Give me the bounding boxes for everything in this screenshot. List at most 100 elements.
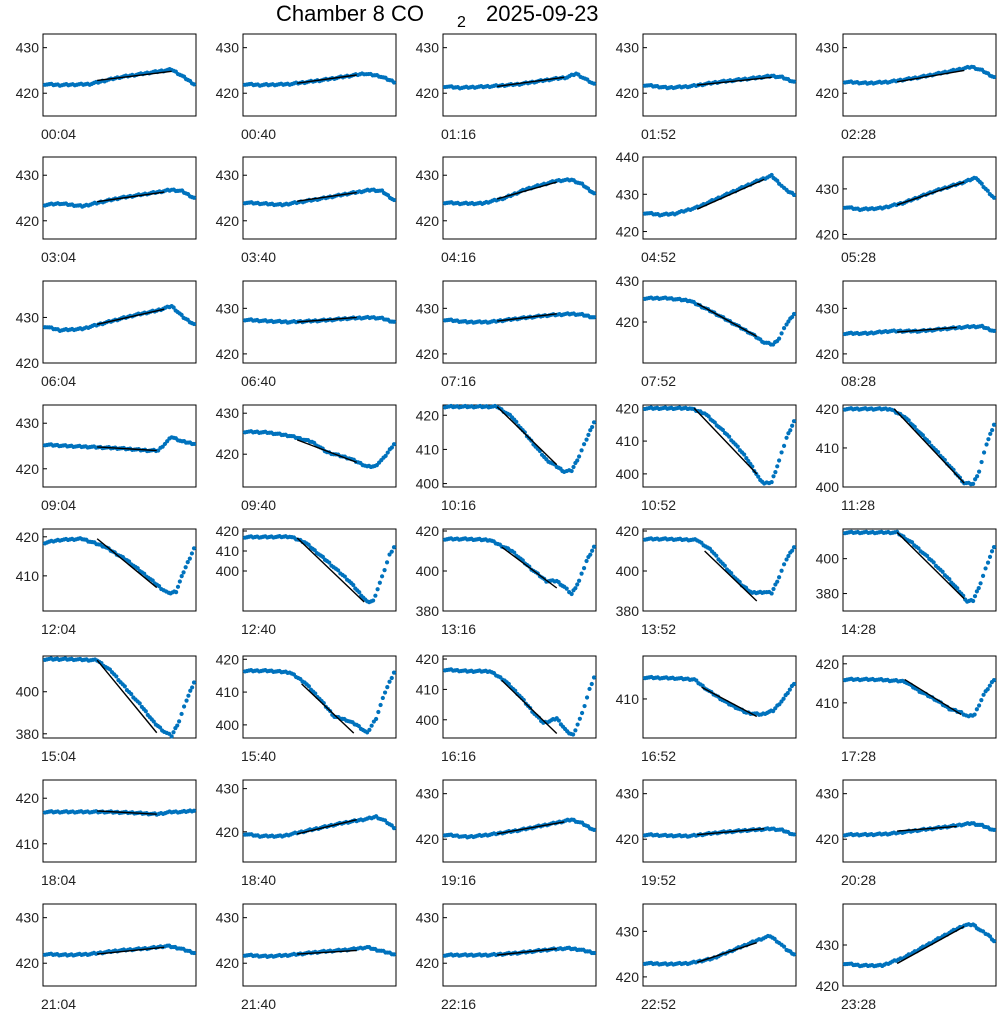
data-point	[179, 312, 184, 317]
data-point	[777, 575, 782, 580]
data-point	[369, 723, 374, 728]
data-point	[185, 560, 190, 565]
data-point	[373, 593, 378, 598]
y-tick-label: 420	[816, 978, 840, 994]
data-point	[588, 428, 593, 433]
data-point	[779, 568, 784, 573]
panel-frame	[42, 528, 197, 612]
data-point	[584, 437, 589, 442]
data-point	[579, 571, 584, 576]
data-point	[181, 704, 187, 709]
y-tick-label: 420	[216, 346, 240, 362]
data-point	[925, 553, 930, 558]
panel-time-label: 14:28	[841, 621, 876, 637]
data-point	[985, 687, 990, 692]
panel-time-label: 18:40	[241, 872, 276, 888]
data-point	[391, 197, 397, 203]
y-tick-label: 410	[416, 441, 440, 457]
y-tick-label: 430	[816, 40, 840, 56]
panel-frame	[642, 903, 797, 987]
panel-frame	[842, 779, 997, 863]
y-tick-label: 430	[416, 300, 440, 316]
data-point	[991, 678, 997, 683]
data-point	[179, 711, 184, 717]
panel-frame	[42, 779, 197, 863]
data-point	[781, 696, 786, 701]
data-point	[947, 577, 952, 582]
data-point	[184, 698, 189, 703]
data-point	[382, 568, 387, 573]
data-point	[591, 315, 597, 320]
fit-line	[697, 828, 765, 836]
data-point	[367, 727, 372, 732]
y-tick-label: 420	[416, 651, 440, 667]
data-point	[991, 195, 997, 200]
y-tick-label: 420	[616, 969, 640, 985]
data-point	[191, 195, 197, 200]
data-point	[512, 550, 517, 555]
y-tick-label: 420	[616, 224, 640, 240]
y-tick-label: 430	[16, 910, 40, 926]
panel-time-label: 22:16	[441, 996, 476, 1012]
data-point	[985, 560, 991, 565]
panel-1616: 400 410 420 16:16	[416, 651, 597, 764]
y-tick-label: 420	[416, 346, 440, 362]
data-point	[991, 545, 997, 550]
y-tick-label: 380	[416, 603, 440, 619]
fit-line	[297, 74, 357, 84]
data-point	[579, 710, 585, 716]
panel-time-label: 06:04	[41, 373, 76, 389]
y-tick-label: 420	[16, 213, 40, 229]
y-tick-label: 430	[416, 167, 440, 183]
y-tick-label: 430	[216, 781, 240, 797]
data-point	[382, 690, 388, 695]
y-tick-label: 420	[416, 955, 440, 971]
panel-time-label: 10:16	[441, 497, 476, 513]
fit-line	[297, 191, 357, 202]
data-point	[987, 554, 993, 560]
data-point	[974, 589, 979, 594]
data-point	[771, 474, 776, 479]
data-point	[790, 314, 795, 320]
y-tick-label: 420	[416, 407, 440, 423]
y-tick-label: 430	[616, 40, 640, 56]
data-point	[389, 445, 395, 450]
panel-time-label: 01:52	[641, 126, 676, 142]
data-point	[788, 428, 793, 433]
fit-line	[296, 537, 365, 603]
data-point	[575, 458, 580, 463]
data-point	[779, 331, 784, 336]
data-point	[729, 571, 734, 576]
y-tick-label: 430	[616, 186, 640, 202]
data-point	[591, 827, 597, 832]
y-tick-label: 430	[816, 300, 840, 316]
data-point	[380, 695, 385, 701]
data-point	[581, 566, 587, 571]
data-point	[591, 950, 597, 956]
data-point	[143, 709, 148, 714]
title-date: 2025-09-23	[486, 1, 599, 26]
data-point	[972, 594, 978, 599]
y-tick-label: 420	[416, 85, 440, 101]
panel-time-label: 00:04	[41, 126, 76, 142]
data-point	[391, 80, 397, 85]
fit-line	[96, 538, 158, 589]
panel-0228: 420 430 02:28	[816, 33, 997, 142]
data-point	[777, 336, 782, 341]
data-point	[378, 702, 383, 708]
data-point	[569, 591, 574, 597]
fit-line	[97, 191, 165, 203]
panel-time-label: 15:04	[41, 748, 76, 764]
data-point	[790, 423, 795, 428]
data-point	[391, 670, 397, 675]
data-point	[991, 422, 997, 427]
fit-line	[97, 946, 165, 955]
y-tick-label: 420	[616, 400, 640, 416]
data-point	[979, 181, 984, 186]
fit-line	[296, 439, 357, 464]
data-point	[771, 586, 776, 592]
y-tick-label: 400	[216, 563, 240, 579]
y-tick-label: 400	[816, 551, 840, 567]
data-point	[569, 468, 574, 474]
y-tick-label: 410	[616, 433, 640, 449]
